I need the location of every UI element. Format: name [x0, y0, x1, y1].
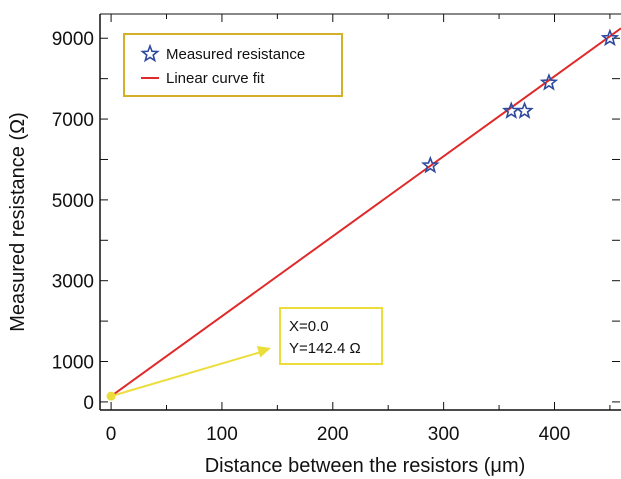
intercept-annotation: X=0.0 Y=142.4 Ω: [106, 307, 383, 401]
y-tick-label: 7000: [52, 110, 94, 131]
legend-star-icon: [140, 43, 160, 63]
data-points: [421, 28, 620, 174]
intercept-point: [106, 391, 116, 401]
data-point-star: [539, 72, 559, 91]
legend-label-fit: Linear curve fit: [166, 70, 265, 87]
y-tick-label: 3000: [52, 272, 94, 293]
x-tick-label: 400: [539, 424, 571, 445]
y-tick-label: 9000: [52, 29, 94, 50]
fit-line: [110, 27, 621, 397]
data-point-star: [421, 155, 440, 174]
annotation-y-text: Y=142.4 Ω: [289, 340, 361, 357]
x-tick-label: 300: [428, 424, 460, 445]
x-tick-label: 0: [106, 424, 117, 445]
annotation-arrowhead: [256, 346, 271, 358]
y-axis-label: Measured resistance (Ω): [7, 112, 29, 331]
axes: 0 100 200 300 400 0 1000 3000 5000 7000 9000: [52, 13, 621, 445]
annotation-arrow: [110, 351, 262, 398]
annotation-box: [279, 307, 383, 365]
annotation-x-text: X=0.0: [289, 318, 329, 335]
x-tick-label: 100: [206, 424, 238, 445]
data-point-star: [501, 101, 521, 119]
legend-box: [123, 33, 343, 97]
data-point-star: [600, 28, 620, 47]
y-tick-label: 1000: [52, 353, 94, 374]
y-tick-label: 5000: [52, 191, 94, 212]
data-point-star: [515, 101, 534, 119]
y-tick-label: 0: [83, 393, 94, 414]
fit-line-group: [110, 27, 621, 397]
x-tick-label: 200: [317, 424, 349, 445]
legend-label-measured: Measured resistance: [166, 46, 305, 63]
x-axis-label: Distance between the resistors (μm): [205, 455, 526, 477]
legend: Measured resistance Linear curve fit: [123, 33, 343, 97]
